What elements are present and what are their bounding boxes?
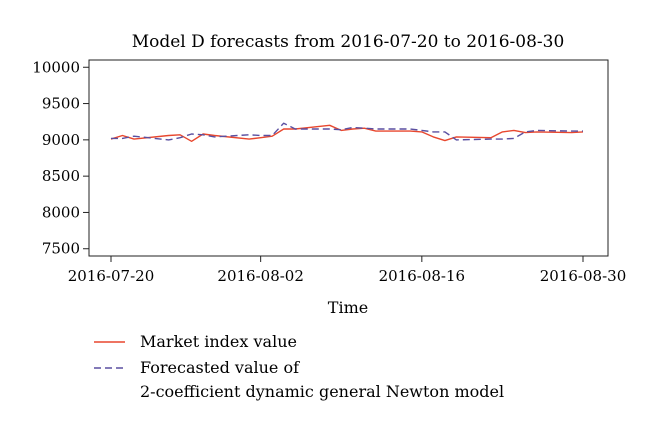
series-layer <box>110 122 584 143</box>
legend-label: Forecasted value of <box>140 358 300 377</box>
x-tick-label: 2016-08-02 <box>217 267 303 285</box>
legend-label: 2-coefficient dynamic general Newton mod… <box>140 382 504 401</box>
legend-label: Market index value <box>140 332 297 351</box>
y-tick-label: 7500 <box>42 240 80 258</box>
chart-title: Model D forecasts from 2016-07-20 to 201… <box>132 32 565 52</box>
y-tick-label: 8500 <box>42 167 80 185</box>
x-axis: 2016-07-20 2016-08-02 2016-08-16 2016-08-30 <box>68 256 626 285</box>
series-line-forecast <box>111 122 583 141</box>
legend: Market index value Forecasted value of 2-c… <box>94 332 504 401</box>
x-tick-label: 2016-08-30 <box>540 267 626 285</box>
x-axis-label: Time <box>328 298 368 317</box>
y-tick-label: 10000 <box>32 58 80 76</box>
plot-frame <box>88 59 609 257</box>
y-tick-label: 9000 <box>42 131 80 149</box>
series-line-market-index <box>110 124 584 143</box>
y-tick-label: 8000 <box>42 203 80 221</box>
y-axis: 10000 9500 9000 8500 8000 7500 <box>32 58 89 258</box>
y-tick-label: 9500 <box>42 95 80 113</box>
x-tick-label: 2016-07-20 <box>68 267 154 285</box>
x-tick-label: 2016-08-16 <box>379 267 465 285</box>
